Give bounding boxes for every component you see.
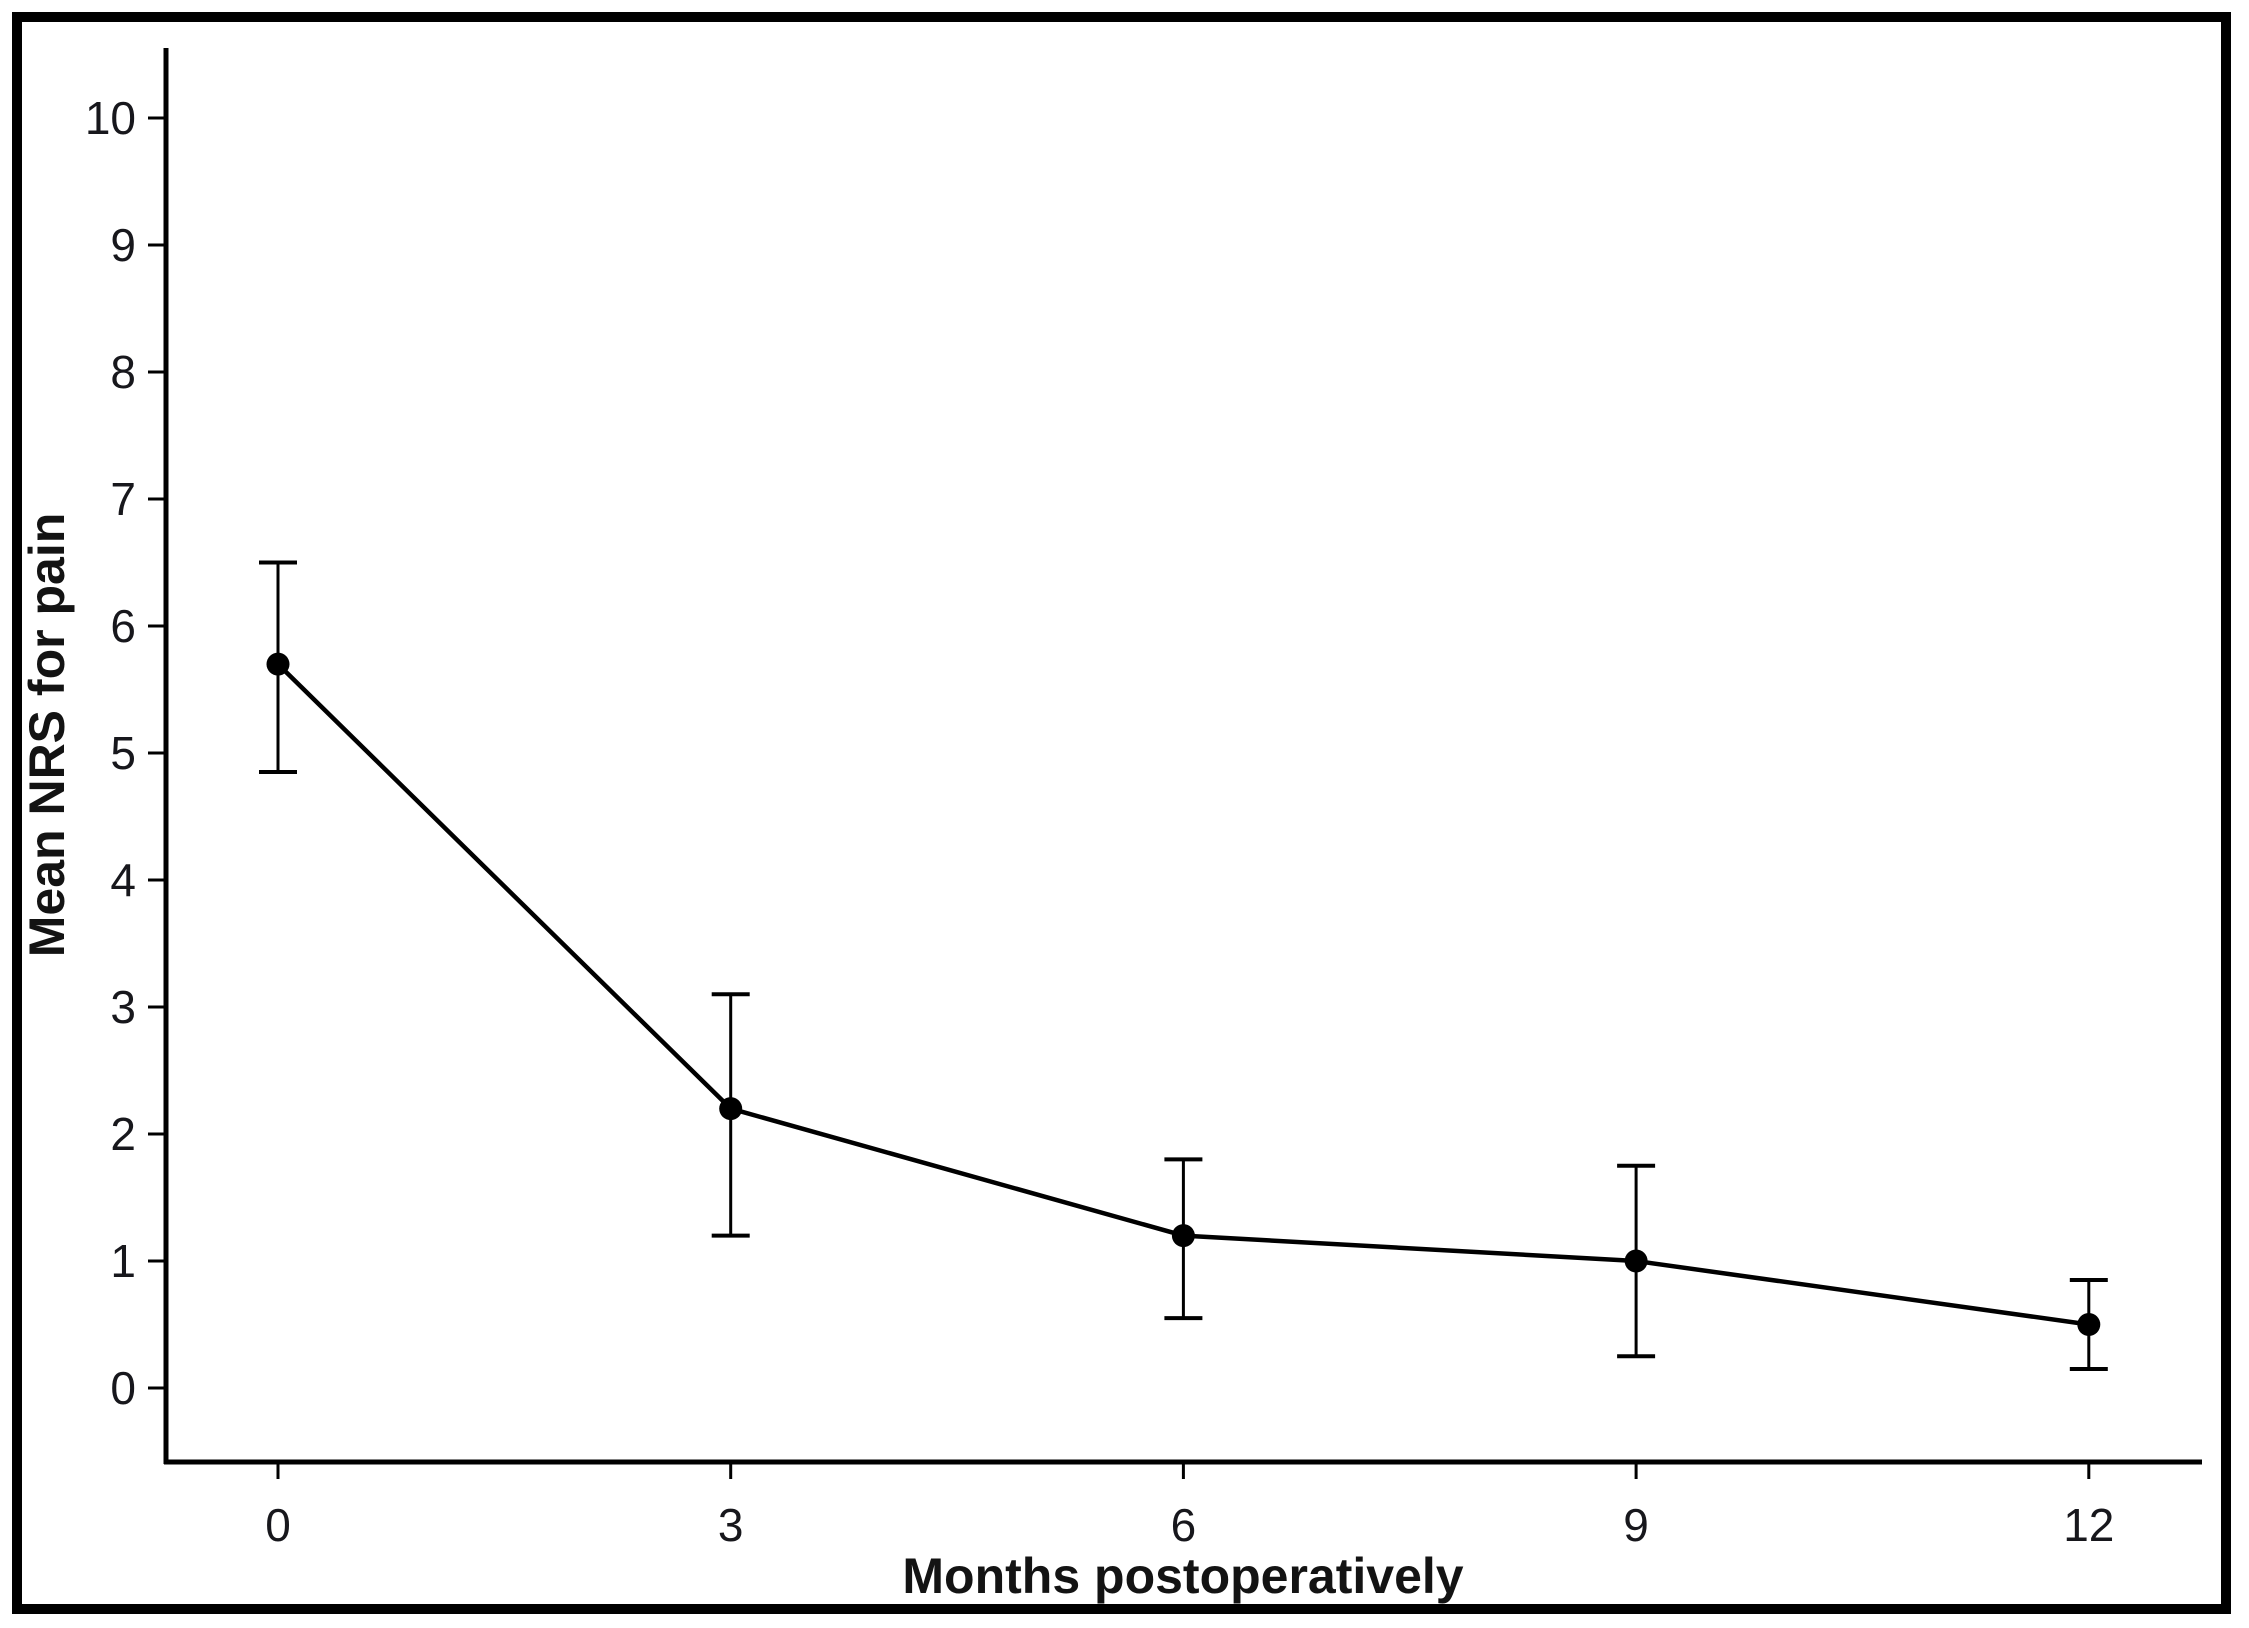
data-point bbox=[1624, 1249, 1648, 1273]
x-tick-label: 3 bbox=[718, 1499, 744, 1551]
y-tick-label: 4 bbox=[110, 854, 136, 906]
y-tick-label: 9 bbox=[110, 219, 136, 271]
y-tick-label: 8 bbox=[110, 346, 136, 398]
data-point bbox=[1171, 1224, 1195, 1248]
y-tick-label: 0 bbox=[110, 1362, 136, 1414]
y-tick-label: 10 bbox=[85, 92, 136, 144]
x-tick-label: 9 bbox=[1623, 1499, 1649, 1551]
x-axis-title: Months postoperatively bbox=[902, 1548, 1463, 1604]
y-tick-label: 2 bbox=[110, 1108, 136, 1160]
y-tick-label: 1 bbox=[110, 1235, 136, 1287]
data-point bbox=[719, 1097, 743, 1121]
y-tick-label: 5 bbox=[110, 727, 136, 779]
y-axis-title: Mean NRS for pain bbox=[19, 513, 75, 957]
figure-border bbox=[12, 12, 2231, 1614]
x-tick-label: 0 bbox=[265, 1499, 291, 1551]
y-tick-label: 3 bbox=[110, 981, 136, 1033]
x-tick-label: 6 bbox=[1171, 1499, 1197, 1551]
data-point bbox=[2077, 1313, 2101, 1336]
data-point bbox=[266, 652, 290, 676]
y-tick-label: 6 bbox=[110, 600, 136, 652]
y-tick-label: 7 bbox=[110, 473, 136, 525]
x-tick-label: 12 bbox=[2063, 1499, 2114, 1551]
